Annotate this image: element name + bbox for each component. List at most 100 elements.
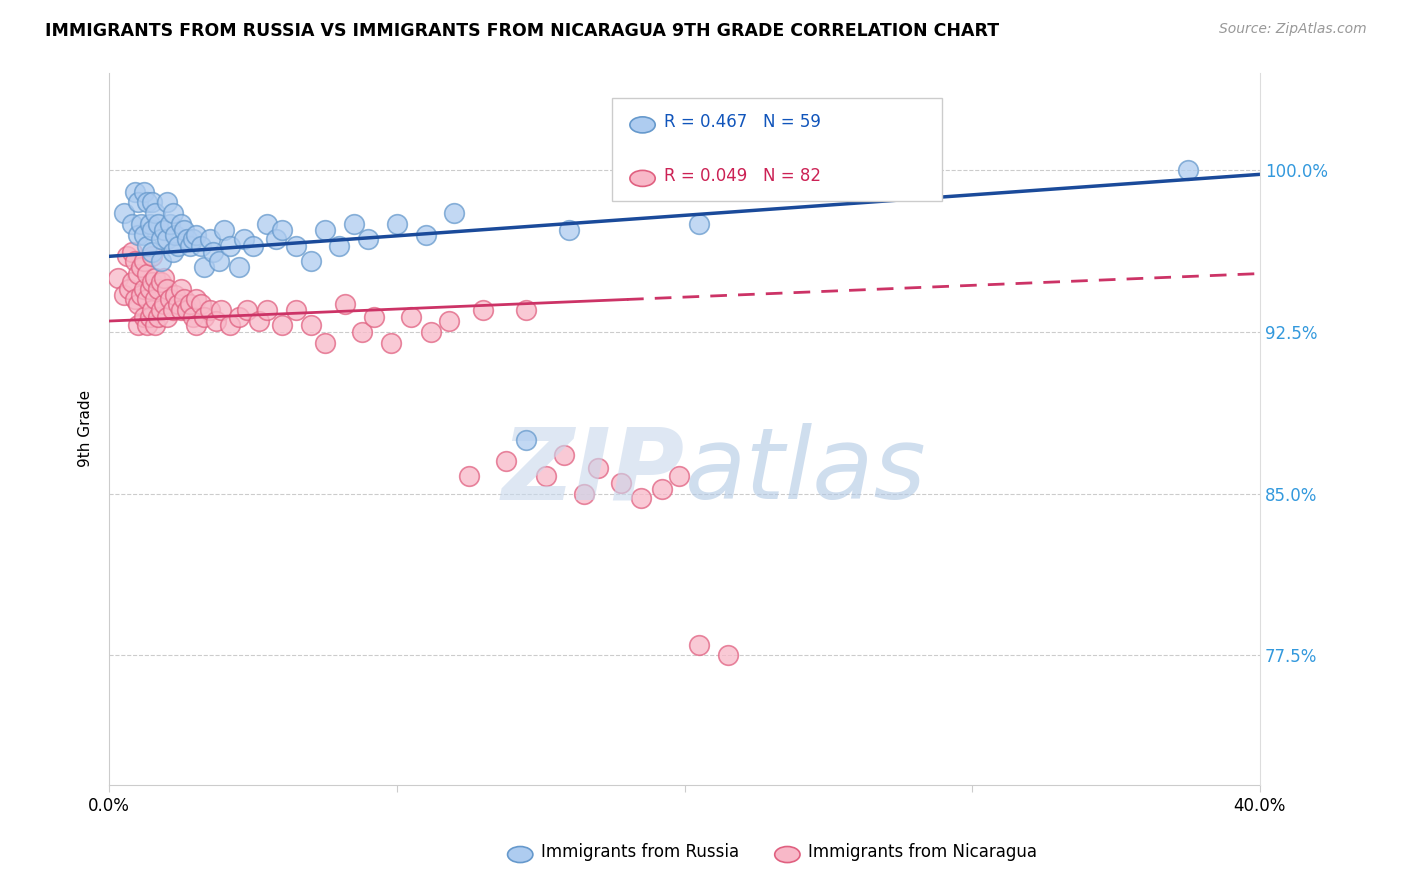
Point	[688, 638, 710, 652]
Point	[162, 303, 184, 318]
Point	[159, 217, 181, 231]
Text: R = 0.049   N = 82: R = 0.049 N = 82	[664, 167, 821, 185]
Point	[668, 469, 690, 483]
Point	[129, 260, 152, 274]
Point	[420, 325, 443, 339]
Point	[918, 174, 941, 188]
Point	[181, 310, 204, 324]
Point	[127, 267, 149, 281]
Point	[167, 238, 190, 252]
Point	[401, 310, 423, 324]
Point	[299, 253, 322, 268]
Point	[132, 282, 155, 296]
Point	[118, 282, 141, 296]
Point	[214, 223, 236, 237]
Point	[228, 260, 250, 274]
Point	[121, 275, 143, 289]
Point	[173, 223, 195, 237]
Point	[314, 223, 336, 237]
Point	[688, 217, 710, 231]
Point	[141, 245, 163, 260]
Point	[143, 271, 166, 285]
Point	[219, 238, 242, 252]
Point	[146, 310, 169, 324]
Point	[256, 303, 278, 318]
Point	[314, 335, 336, 350]
Point	[156, 195, 179, 210]
Point	[162, 245, 184, 260]
Point	[132, 310, 155, 324]
Point	[146, 217, 169, 231]
Point	[153, 223, 176, 237]
Point	[156, 282, 179, 296]
Point	[385, 217, 408, 231]
Point	[156, 232, 179, 246]
Point	[141, 223, 163, 237]
Point	[285, 303, 308, 318]
Point	[115, 249, 138, 263]
Point	[201, 245, 224, 260]
Point	[112, 288, 135, 302]
Point	[143, 206, 166, 220]
Point	[135, 195, 157, 210]
Point	[138, 217, 160, 231]
Point	[515, 433, 537, 447]
Point	[127, 297, 149, 311]
Point	[219, 318, 242, 333]
Point	[193, 310, 215, 324]
Point	[132, 227, 155, 242]
Point	[184, 318, 207, 333]
Point	[146, 282, 169, 296]
Point	[242, 238, 264, 252]
Point	[135, 267, 157, 281]
Point	[165, 288, 187, 302]
Point	[247, 314, 270, 328]
Point	[236, 303, 259, 318]
Text: Source: ZipAtlas.com: Source: ZipAtlas.com	[1219, 22, 1367, 37]
Point	[207, 253, 229, 268]
Y-axis label: 9th Grade: 9th Grade	[79, 391, 93, 467]
Text: Immigrants from Russia: Immigrants from Russia	[541, 843, 740, 861]
Point	[150, 232, 173, 246]
Text: R = 0.467   N = 59: R = 0.467 N = 59	[664, 113, 821, 131]
Point	[198, 232, 221, 246]
Point	[143, 318, 166, 333]
Point	[162, 206, 184, 220]
Point	[150, 303, 173, 318]
Point	[138, 310, 160, 324]
Point	[380, 335, 402, 350]
Point	[328, 238, 350, 252]
Point	[190, 297, 212, 311]
Point	[572, 486, 595, 500]
Point	[129, 288, 152, 302]
Point	[553, 448, 575, 462]
Point	[198, 303, 221, 318]
Point	[285, 238, 308, 252]
Point	[363, 310, 385, 324]
Point	[630, 491, 652, 505]
Point	[141, 303, 163, 318]
Point	[121, 217, 143, 231]
Point	[135, 318, 157, 333]
Point	[153, 297, 176, 311]
Point	[184, 293, 207, 307]
Point	[270, 223, 292, 237]
Point	[124, 253, 146, 268]
Point	[141, 275, 163, 289]
Point	[167, 297, 190, 311]
Point	[143, 293, 166, 307]
Point	[495, 454, 517, 468]
Point	[558, 223, 581, 237]
Point	[437, 314, 460, 328]
Point	[184, 227, 207, 242]
Point	[127, 318, 149, 333]
Point	[193, 260, 215, 274]
Point	[333, 297, 356, 311]
Point	[170, 217, 193, 231]
Point	[141, 249, 163, 263]
Point	[127, 227, 149, 242]
Point	[127, 195, 149, 210]
Point	[179, 297, 201, 311]
Point	[156, 310, 179, 324]
Text: atlas: atlas	[685, 423, 927, 520]
